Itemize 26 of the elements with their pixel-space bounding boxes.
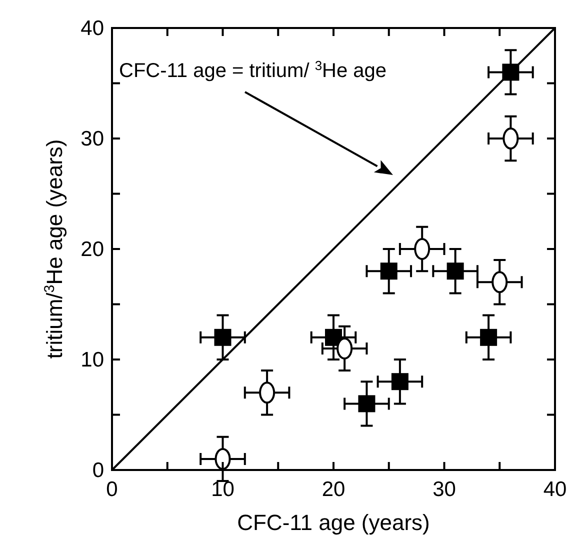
point — [480, 328, 498, 346]
y-tick-label: 40 — [80, 17, 104, 40]
point — [502, 64, 520, 81]
y-tick-label: 10 — [80, 348, 104, 372]
y-tick-label: 0 — [92, 459, 104, 482]
annotation: CFC-11 age = tritium/ $^{3}$He age — [119, 58, 387, 82]
x-tick-label: 0 — [106, 478, 118, 501]
point — [380, 262, 398, 280]
point — [414, 238, 430, 260]
x-axis-title: CFC-11 age (years) — [237, 510, 430, 535]
x-tick-label: 20 — [322, 478, 346, 501]
x-tick-label: 10 — [211, 478, 234, 501]
y-tick-label: 30 — [80, 128, 104, 150]
point — [446, 262, 464, 280]
point — [325, 328, 342, 346]
point — [502, 128, 519, 150]
point — [214, 448, 231, 470]
point — [492, 271, 508, 294]
x-tick-label: 30 — [432, 478, 456, 501]
point — [259, 382, 276, 404]
point — [358, 395, 376, 412]
x-tick-label: 40 — [543, 478, 567, 501]
point — [391, 373, 408, 390]
y-tick-label: 20 — [80, 238, 104, 261]
point — [214, 328, 232, 346]
point — [336, 337, 353, 360]
